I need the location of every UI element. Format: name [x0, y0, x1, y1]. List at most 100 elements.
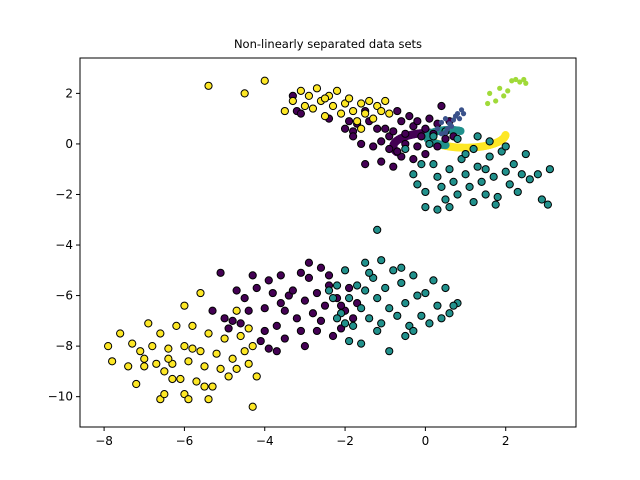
- data-point: [232, 286, 241, 295]
- data-point: [216, 268, 225, 277]
- data-point: [336, 109, 346, 118]
- data-point: [361, 160, 370, 169]
- data-point: [324, 286, 334, 295]
- data-point: [200, 362, 209, 371]
- data-point: [180, 301, 189, 310]
- data-point: [244, 359, 253, 368]
- data-point: [385, 109, 394, 118]
- data-point: [304, 258, 314, 267]
- data-point: [393, 106, 402, 116]
- data-point: [453, 134, 462, 143]
- data-point: [491, 200, 500, 209]
- data-point: [517, 170, 526, 179]
- data-point: [377, 157, 386, 166]
- data-point: [308, 309, 318, 318]
- data-point: [509, 78, 515, 84]
- data-point: [244, 324, 253, 333]
- data-point: [501, 167, 510, 176]
- data-point: [401, 331, 410, 341]
- data-point: [276, 271, 285, 280]
- data-point: [220, 334, 229, 343]
- data-point: [296, 86, 305, 95]
- data-point: [232, 306, 241, 315]
- data-point: [184, 395, 193, 404]
- data-point: [244, 306, 253, 315]
- data-point: [448, 123, 455, 129]
- data-point: [236, 319, 245, 328]
- data-point: [248, 271, 257, 280]
- data-point: [481, 165, 490, 174]
- data-point: [409, 271, 418, 280]
- data-point: [132, 379, 141, 389]
- data-point: [481, 190, 490, 199]
- y-tick-label: −10: [48, 390, 73, 404]
- data-point: [116, 329, 125, 338]
- arc-point: [501, 131, 510, 140]
- data-point: [220, 314, 229, 323]
- data-point: [469, 197, 478, 207]
- data-point: [365, 96, 374, 106]
- data-point: [292, 314, 301, 323]
- data-point: [340, 319, 350, 328]
- data-point: [501, 93, 507, 99]
- series-4: [485, 76, 529, 107]
- series-2: [104, 76, 394, 411]
- data-point: [377, 106, 386, 116]
- data-point: [493, 192, 502, 202]
- data-point: [461, 170, 470, 179]
- data-point: [545, 165, 554, 174]
- data-point: [340, 266, 350, 275]
- data-point: [473, 132, 482, 141]
- data-point: [460, 111, 467, 117]
- y-axis: 2 0 −2 −4 −6 −8 −10: [48, 86, 80, 404]
- data-point: [232, 364, 241, 373]
- data-point: [208, 306, 217, 315]
- data-point: [369, 114, 378, 123]
- data-point: [349, 132, 358, 141]
- data-point: [533, 170, 542, 179]
- data-point: [344, 336, 354, 346]
- data-point: [316, 263, 326, 272]
- data-point: [353, 117, 362, 126]
- data-point: [300, 296, 310, 305]
- data-point: [438, 131, 445, 137]
- data-point: [168, 374, 177, 384]
- data-point: [429, 276, 438, 285]
- data-point: [336, 301, 346, 310]
- data-point: [260, 326, 269, 336]
- data-point: [357, 339, 366, 348]
- data-point: [224, 372, 233, 381]
- data-point: [344, 283, 354, 293]
- data-point: [212, 349, 221, 358]
- data-point: [441, 195, 450, 204]
- data-point: [248, 342, 257, 351]
- data-point: [401, 144, 410, 154]
- y-tick-label: 2: [65, 86, 73, 100]
- data-point: [252, 372, 261, 381]
- data-point: [521, 149, 530, 159]
- data-point: [300, 101, 310, 111]
- data-point: [236, 331, 245, 341]
- data-point: [497, 85, 503, 91]
- data-point: [188, 344, 197, 353]
- x-tick-label: −2: [336, 434, 354, 448]
- data-point: [248, 402, 257, 411]
- data-point: [454, 111, 461, 117]
- data-point: [320, 301, 330, 310]
- y-tick-label: −4: [55, 238, 73, 252]
- data-point: [188, 321, 197, 331]
- data-point: [160, 390, 169, 399]
- data-point: [357, 139, 366, 149]
- data-point: [453, 190, 462, 199]
- data-point: [485, 100, 491, 107]
- data-point: [513, 76, 519, 83]
- data-point: [260, 304, 269, 313]
- data-point: [172, 321, 181, 331]
- data-point: [312, 326, 322, 336]
- data-point: [421, 187, 430, 197]
- data-point: [409, 326, 418, 336]
- data-point: [493, 98, 499, 104]
- y-tick-label: −2: [55, 187, 73, 201]
- data-point: [429, 132, 438, 141]
- data-point: [369, 142, 378, 151]
